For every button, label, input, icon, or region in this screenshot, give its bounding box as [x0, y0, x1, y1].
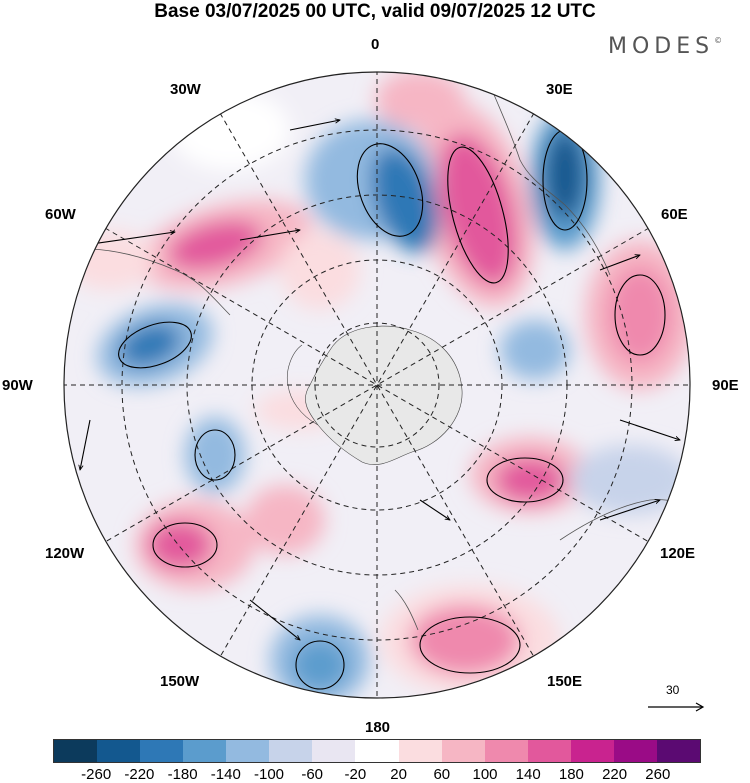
colorbar-tick-label: -140 [210, 766, 241, 783]
lon-label-180: 180 [365, 719, 391, 736]
colorbar-tick-label: -220 [124, 766, 155, 783]
negative-anomaly-core [371, 147, 439, 253]
brand-mark: © [714, 36, 723, 45]
colorbar-tick-label: 260 [645, 766, 671, 783]
colorbar-tick-label: 180 [558, 766, 584, 783]
graticule [64, 72, 690, 698]
wind-vectors [80, 120, 680, 690]
negative-anomaly-core [292, 640, 348, 690]
wind-arrow [619, 419, 680, 440]
colorbar-tick-label: -180 [167, 766, 198, 783]
lon-label-120w: 120W [45, 545, 85, 562]
anticyclonic-circulation [447, 146, 509, 284]
colorbar-swatch [269, 740, 313, 762]
new-zealand-coast [394, 589, 419, 631]
wind-arrow [599, 500, 660, 521]
lon-label-150w: 150W [160, 673, 200, 690]
lon-label-90e: 90E [712, 377, 739, 394]
wind-arrow [80, 419, 91, 470]
lon-label-30e: 30E [546, 81, 573, 98]
negative-anomaly [185, 417, 245, 493]
cyclonic-circulation [194, 429, 236, 481]
lon-label-60e: 60E [661, 206, 688, 223]
polar-map [63, 71, 691, 699]
negative-anomaly-core [545, 130, 585, 220]
map-boundary [63, 71, 691, 699]
colorbar-ticks: -260 -220 -180 -140 -100 -60 -20 20 60 100 140 180 2… [0, 766, 750, 783]
colorbar-swatch [570, 740, 614, 762]
colorbar-tick-label: -100 [253, 766, 285, 783]
anticyclonic-circulation [419, 616, 521, 674]
africa-coast [487, 79, 611, 276]
colorbar-swatch [226, 740, 270, 762]
chart-title: Base 03/07/2025 00 UTC, valid 09/07/2025… [154, 1, 596, 22]
anticyclonic-circulation [614, 274, 666, 356]
positive-anomaly-core [168, 220, 262, 270]
colorbar [53, 739, 701, 763]
positive-anomaly [375, 72, 465, 130]
cyclonic-circulation [295, 640, 345, 690]
colorbar-tick-label: 20 [390, 766, 407, 783]
brand-name: MODES [608, 34, 715, 59]
reference-vector: 30 [646, 683, 706, 719]
meridian [104, 227, 650, 543]
colorbar-tick-label: -260 [81, 766, 112, 783]
meridian [219, 112, 535, 658]
lon-label-0: 0 [371, 36, 380, 53]
colorbar-swatch [656, 740, 700, 762]
colorbar-tick-label: 100 [472, 766, 498, 783]
positive-anomaly-core [148, 521, 212, 569]
colorbar-tick-label: 140 [515, 766, 541, 783]
positive-anomaly [65, 230, 155, 290]
reference-arrow-icon [648, 702, 705, 712]
negative-anomaly-core [119, 323, 181, 367]
colorbar-swatch [613, 740, 657, 762]
wind-arrow [599, 255, 640, 271]
colorbar-tick-label: 60 [433, 766, 451, 783]
lon-label-30w: 30W [170, 81, 201, 98]
wind-arrow [419, 499, 450, 520]
colorbar-tick-label: 220 [602, 766, 628, 783]
lon-label-60w: 60W [45, 206, 76, 223]
anticyclonic-circulation [486, 457, 564, 503]
colorbar-swatch [484, 740, 528, 762]
colorbar-swatch [527, 740, 571, 762]
anomaly-field [65, 72, 690, 698]
wind-arrow [249, 599, 300, 640]
positive-anomaly [280, 230, 360, 310]
lon-label-90w: 90W [2, 377, 33, 394]
cyclonic-circulation [118, 321, 192, 369]
map-disc [64, 72, 690, 698]
wind-arrow [84, 232, 175, 246]
meridian [219, 112, 535, 658]
negative-anomaly [570, 445, 690, 515]
lon-label-150e: 150E [547, 673, 583, 690]
meridian [104, 227, 650, 543]
colorbar-swatch [183, 740, 227, 762]
colorbar-swatch [97, 740, 141, 762]
cyclonic-circulation [356, 143, 424, 237]
reference-vector-label: 30 [666, 683, 680, 697]
lon-label-120e: 120E [660, 545, 696, 562]
colorbar-swatch [54, 740, 98, 762]
colorbar-swatch [398, 740, 442, 762]
positive-anomaly-core [608, 267, 672, 363]
colorbar-swatch [140, 740, 184, 762]
colorbar-swatch [441, 740, 485, 762]
colorbar-swatch [355, 740, 399, 762]
anticyclonic-circulation [152, 522, 218, 568]
brand-logo: MODES© [608, 34, 722, 59]
colorbar-tick-label: -20 [344, 766, 367, 783]
antarctica [305, 325, 463, 465]
colorbar-swatch [312, 740, 356, 762]
positive-anomaly [245, 485, 325, 555]
negative-anomaly [500, 320, 570, 380]
wind-arrow [289, 120, 340, 131]
positive-anomaly-core [410, 605, 520, 675]
colorbar-tick-label: -60 [301, 766, 324, 783]
wind-arrow [239, 230, 300, 241]
positive-anomaly-core [495, 458, 565, 502]
